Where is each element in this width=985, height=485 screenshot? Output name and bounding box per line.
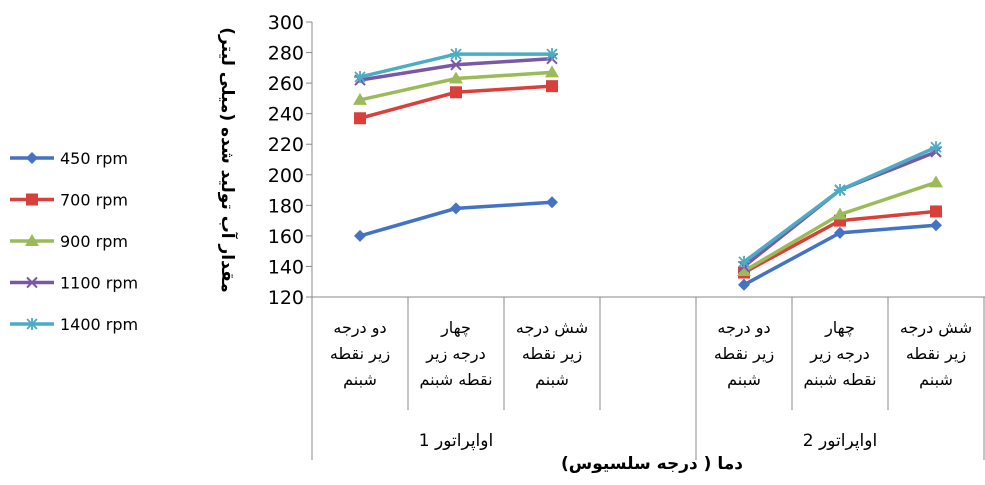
legend-item: 1400 rpm: [10, 315, 138, 334]
data-point: [354, 229, 366, 242]
y-tick-label: 200: [268, 165, 304, 187]
y-tick-label: 300: [268, 12, 304, 34]
data-point: [929, 175, 943, 188]
series-450-rpm: [354, 196, 942, 291]
category-label: زیر نقطه: [330, 344, 390, 364]
series-1400-rpm: [354, 48, 942, 268]
data-point: [546, 48, 558, 61]
y-tick-label: 260: [268, 73, 304, 95]
legend-item: 450 rpm: [10, 149, 128, 168]
category-label: شبنم: [919, 370, 953, 389]
category-label: شبنم: [535, 370, 569, 389]
series-700-rpm: [354, 80, 942, 279]
data-point: [450, 59, 462, 71]
y-tick-label: 240: [268, 104, 304, 126]
data-point: [737, 264, 751, 277]
legend-label: 900 rpm: [60, 232, 128, 251]
y-tick-label: 160: [268, 226, 304, 248]
legend-label: 700 rpm: [60, 191, 128, 210]
data-point: [546, 196, 558, 209]
category-label: دو درجه: [333, 318, 386, 338]
legend-item: 700 rpm: [10, 191, 128, 210]
data-point: [450, 202, 462, 215]
legend-item: 900 rpm: [10, 232, 128, 251]
data-point: [449, 71, 463, 84]
legend-item: 1100 rpm: [10, 274, 138, 293]
data-point: [738, 278, 750, 291]
group-label: اواپراتور 2: [803, 431, 877, 451]
x-axis-title: دما ( درجه سلسیوس): [561, 454, 743, 474]
legend-marker: [26, 193, 38, 206]
category-label: چهار: [824, 318, 855, 338]
data-point: [450, 86, 462, 99]
data-point: [834, 184, 846, 197]
legend-marker: [26, 276, 38, 289]
data-point: [834, 226, 846, 239]
legend-marker: [26, 152, 38, 164]
data-point: [546, 80, 558, 93]
data-point: [353, 92, 367, 105]
data-point: [930, 205, 942, 218]
y-tick-label: 280: [268, 43, 304, 65]
legend-marker: [25, 234, 39, 246]
y-tick-label: 140: [268, 256, 304, 278]
y-axis-title: مقدار آب تولید شده (میلی لیتر): [217, 27, 239, 292]
y-tick-label: 220: [268, 134, 304, 156]
y-tick-label: 180: [268, 195, 304, 217]
data-point: [833, 207, 847, 220]
data-point: [930, 219, 942, 232]
y-tick-label: 120: [268, 287, 304, 309]
data-point: [545, 65, 559, 78]
legend-label: 1100 rpm: [60, 274, 138, 293]
legend-marker: [26, 318, 38, 330]
category-label: شبنم: [727, 370, 761, 389]
group-label: اواپراتور 1: [419, 431, 493, 451]
series-1100-rpm: [354, 52, 942, 273]
data-point: [354, 112, 366, 125]
series-900-rpm: [353, 65, 943, 277]
data-point: [738, 255, 750, 268]
category-label: دو درجه: [717, 318, 770, 338]
category-label: شش درجه: [900, 318, 972, 338]
category-label: شش درجه: [516, 318, 588, 338]
category-label: زیر نقطه: [522, 344, 582, 364]
category-label: درجه زیر: [425, 344, 485, 364]
category-label: چهار: [440, 318, 471, 338]
category-label: درجه زیر: [809, 344, 869, 364]
data-point: [930, 141, 942, 154]
category-label: نقطه شبنم: [419, 370, 492, 389]
category-label: زیر نقطه: [714, 344, 774, 364]
category-label: نقطه شبنم: [803, 370, 876, 389]
category-label: شبنم: [343, 370, 377, 389]
data-point: [450, 48, 462, 61]
legend-label: 1400 rpm: [60, 315, 138, 334]
data-point: [354, 71, 366, 83]
category-label: زیر نقطه: [906, 344, 966, 364]
legend-label: 450 rpm: [60, 149, 128, 168]
